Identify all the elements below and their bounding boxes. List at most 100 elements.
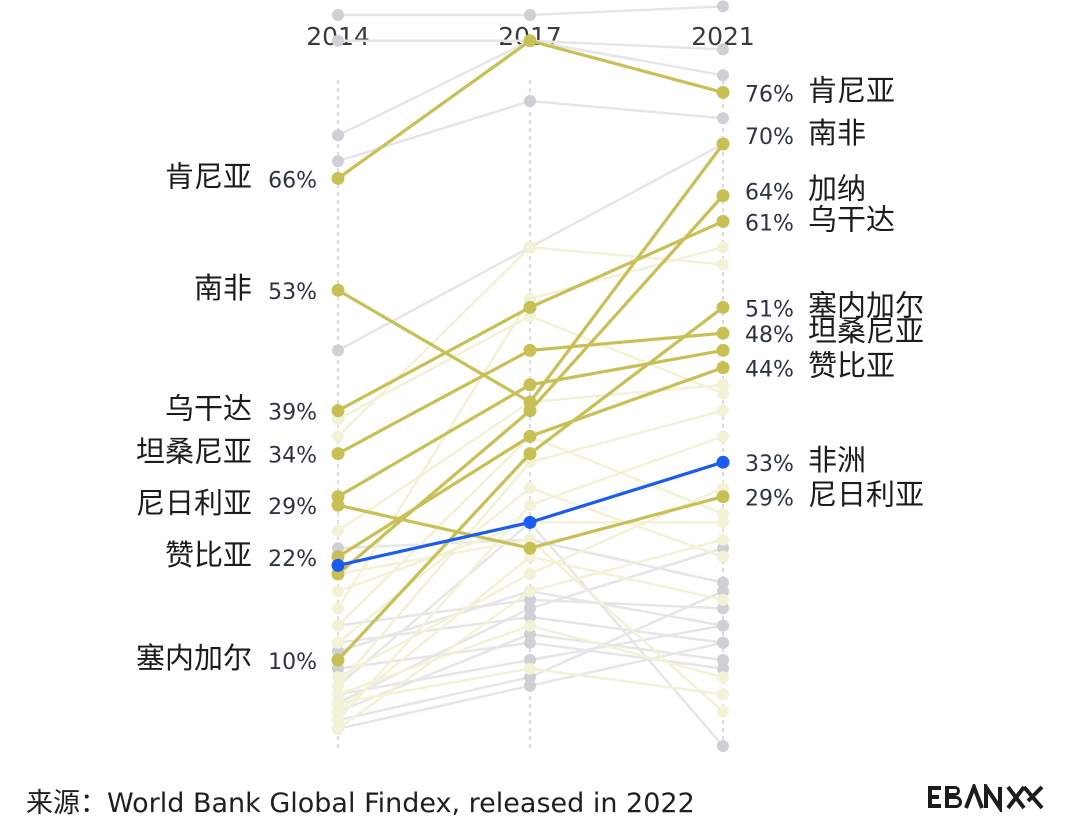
faint-series-4-point-2021 <box>717 241 729 254</box>
label-2014-name-乌干达: 乌干达 <box>165 392 252 426</box>
faint-series-7-point-2021 <box>717 430 729 443</box>
africa-series <box>331 455 730 572</box>
faint-series-14-point-2021 <box>717 507 729 520</box>
label-2021-value-尼日利亚: 29% <box>745 487 794 512</box>
label-2014-name-赞比亚: 赞比亚 <box>165 538 252 572</box>
highlight-series-1 <box>331 34 730 185</box>
faint-series-10-point-2021 <box>717 550 729 563</box>
background-series-5-point-2014 <box>332 129 344 142</box>
label-2021-value-坦桑尼亚: 48% <box>745 323 794 348</box>
africa-series-point-2021 <box>716 455 730 469</box>
background-series-3-point-2014 <box>332 155 344 168</box>
label-2021-name-坦桑尼亚: 坦桑尼亚 <box>808 314 924 348</box>
background-series-3-point-2017 <box>524 95 536 107</box>
faint-series-5-point-2014 <box>332 525 344 537</box>
highlight-series-7-point-2021 <box>716 490 730 504</box>
faint-series-15-point-2021 <box>717 404 729 417</box>
background-series-7-point-2017 <box>524 636 536 649</box>
faint-series-7-point-2014 <box>332 714 344 727</box>
label-2021-name-加纳: 加纳 <box>808 172 866 206</box>
highlight-series-5-point-2014 <box>331 653 345 667</box>
highlight-series-2-point-2014 <box>331 283 345 297</box>
background-series-7-point-2021 <box>717 662 729 675</box>
label-2014-name-南非: 南非 <box>194 271 252 305</box>
highlight-series-1-point-2017 <box>523 34 537 48</box>
background-series-1-point-2021 <box>717 0 729 13</box>
faint-series-1-point-2014 <box>332 430 344 443</box>
background-series-10-point-2021 <box>717 585 729 598</box>
faint-series-11-point-2021 <box>717 533 729 546</box>
background-series-6-point-2021 <box>717 542 729 555</box>
label-2021-name-塞内加尔: 塞内加尔 <box>808 288 924 322</box>
label-2014-value-尼日利亚: 29% <box>268 495 317 520</box>
label-2014-value-赞比亚: 22% <box>268 547 317 572</box>
label-2014-value-塞内加尔: 10% <box>268 650 317 675</box>
highlight-series-3-point-2017 <box>523 404 537 418</box>
label-2021-name-乌干达: 乌干达 <box>808 202 895 236</box>
faint-series-8 <box>332 619 729 701</box>
highlight-series-7-point-2017 <box>523 541 537 555</box>
africa-average-series <box>331 455 730 572</box>
faint-series-8-point-2021 <box>717 671 729 684</box>
highlight-series-9-point-2014 <box>331 490 345 504</box>
faint-series-12-point-2021 <box>717 705 729 718</box>
highlight-series-6-point-2017 <box>523 343 537 357</box>
faint-series-8-point-2014 <box>332 688 344 701</box>
background-series-3 <box>332 95 729 168</box>
label-2014-value-南非: 53% <box>268 280 317 305</box>
faint-series-10-point-2017 <box>524 482 536 494</box>
faint-series-4-point-2014 <box>332 602 344 615</box>
africa-series-point-2014 <box>331 558 345 572</box>
faint-series-6-point-2014 <box>332 671 344 684</box>
highlight-series-1-line <box>337 39 724 180</box>
ebanx-logo <box>928 784 1044 812</box>
background-series-14-point-2021 <box>717 619 729 632</box>
background-series-2-point-2021 <box>717 43 729 56</box>
label-2021-name-南非: 南非 <box>808 116 866 150</box>
faint-series-3-point-2021 <box>717 516 729 529</box>
background-series-6-point-2017 <box>524 602 536 615</box>
faint-series-11-point-2017 <box>524 585 536 598</box>
highlight-series-5-point-2017 <box>523 447 537 461</box>
label-2014-name-尼日利亚: 尼日利亚 <box>136 486 252 520</box>
highlight-series-6-point-2014 <box>331 447 345 461</box>
faint-series-1-point-2021 <box>717 258 729 271</box>
faint-series-13-point-2021 <box>717 688 729 701</box>
background-series-15-point-2021 <box>717 636 729 649</box>
faint-series-8-point-2017 <box>524 619 536 632</box>
faint-series-13-point-2014 <box>332 697 344 709</box>
faint-series-3-point-2014 <box>332 585 344 598</box>
highlight-series-1-point-2021 <box>716 85 730 99</box>
background-series-2-point-2014 <box>332 34 344 47</box>
highlight-series-2-point-2021 <box>716 137 730 151</box>
highlight-series-9-point-2021 <box>716 343 730 357</box>
faint-series-14-point-2014 <box>332 619 344 632</box>
label-2021-value-肯尼亚: 76% <box>745 82 794 107</box>
background-series-3-point-2021 <box>717 112 729 125</box>
highlight-series-4 <box>331 214 730 418</box>
faint-series-5-point-2021 <box>717 378 729 391</box>
highlight-series-4-point-2021 <box>716 214 730 228</box>
highlight-series-8-point-2017 <box>523 429 537 443</box>
faint-series-10-point-2014 <box>332 636 344 649</box>
label-2021-name-非洲: 非洲 <box>808 443 866 477</box>
background-series-13-point-2021 <box>717 654 729 666</box>
highlight-series-4-point-2017 <box>523 300 537 314</box>
highlight-series-8-point-2021 <box>716 361 730 375</box>
faint-series <box>332 241 729 735</box>
highlight-series-9-point-2017 <box>523 378 537 392</box>
label-2014-value-坦桑尼亚: 34% <box>268 444 317 469</box>
background-series-12-point-2017 <box>524 593 536 606</box>
highlight-series-4-point-2014 <box>331 404 345 418</box>
background-series-16-point-2021 <box>717 576 729 589</box>
label-2021-name-肯尼亚: 肯尼亚 <box>808 73 895 107</box>
faint-series-15-point-2014 <box>332 679 344 692</box>
faint-series-11 <box>332 533 729 735</box>
faint-series-1 <box>332 241 729 443</box>
background-series-15-point-2017 <box>524 679 536 692</box>
label-2021-value-塞内加尔: 51% <box>745 297 794 322</box>
background-series-10-point-2017 <box>524 671 536 684</box>
highlight-series-6-point-2021 <box>716 326 730 340</box>
faint-series-7 <box>332 430 729 727</box>
